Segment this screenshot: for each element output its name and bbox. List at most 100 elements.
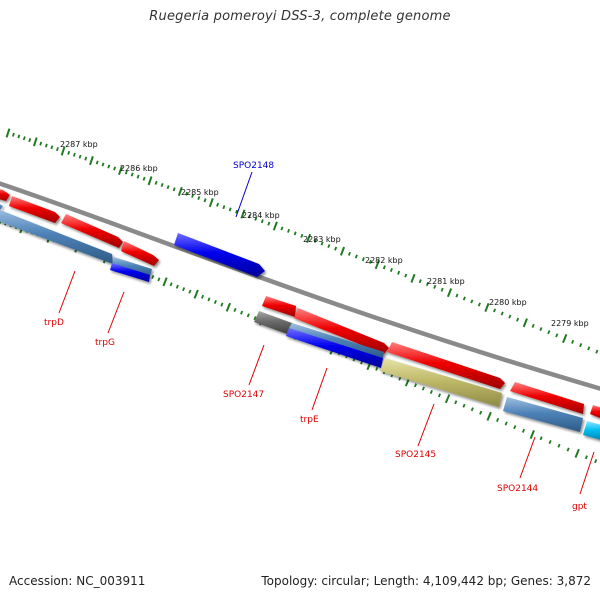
minor-tick — [413, 383, 418, 388]
connector-line — [579, 451, 595, 495]
minor-tick — [182, 287, 186, 292]
gene-feature-SPO2148[interactable] — [174, 233, 265, 277]
minor-tick — [233, 307, 237, 312]
gene-feature[interactable] — [294, 308, 389, 354]
minor-tick — [375, 366, 379, 371]
gene-label-gpt: gpt — [572, 502, 587, 512]
major-tick — [306, 233, 312, 243]
scale-label: 2281 kbp — [427, 277, 465, 286]
minor-tick — [22, 136, 26, 141]
gene-feature[interactable] — [61, 214, 123, 248]
minor-tick — [17, 134, 21, 139]
major-tick — [374, 260, 380, 270]
major-tick — [486, 411, 492, 421]
minor-tick — [172, 187, 176, 192]
minor-tick — [253, 316, 257, 321]
minor-tick — [175, 284, 179, 289]
gene-feature[interactable] — [262, 296, 296, 317]
gene-feature-SPO2147[interactable] — [254, 311, 292, 334]
gene-feature[interactable] — [9, 196, 60, 223]
minor-tick — [429, 389, 433, 394]
minor-tick — [477, 302, 481, 307]
minor-tick — [28, 138, 32, 143]
minor-tick — [101, 162, 105, 167]
minor-tick — [531, 323, 535, 328]
minor-tick — [67, 150, 71, 155]
minor-tick — [334, 246, 338, 251]
gene-feature[interactable] — [0, 208, 113, 264]
minor-tick — [437, 393, 442, 398]
gene-label-trpD: trpD — [44, 318, 64, 328]
major-tick — [562, 334, 568, 344]
gene-label-SPO2148: SPO2148 — [233, 161, 274, 171]
major-tick — [444, 394, 451, 404]
minor-tick — [39, 141, 43, 146]
minor-tick — [493, 308, 497, 313]
minor-tick — [157, 277, 161, 282]
minor-tick — [124, 170, 128, 175]
connector-line — [58, 270, 76, 314]
gene-feature-SPO2144[interactable] — [503, 397, 583, 432]
gene-label-trpG: trpG — [95, 338, 115, 348]
gene-feature[interactable] — [387, 342, 505, 389]
minor-tick — [548, 439, 552, 444]
major-tick — [529, 430, 535, 439]
major-tick — [272, 221, 278, 231]
scale-label: 2286 kbp — [120, 164, 158, 173]
gene-feature-trpG[interactable] — [112, 257, 152, 276]
minor-tick — [160, 183, 164, 187]
major-tick — [484, 302, 490, 312]
accession-text: Accession: NC_003911 — [9, 574, 146, 588]
gene-feature-trpE[interactable] — [289, 323, 384, 358]
minor-tick — [240, 310, 244, 315]
major-tick — [5, 128, 11, 138]
minor-tick — [136, 174, 140, 179]
minor-tick — [228, 207, 232, 212]
minor-tick — [191, 193, 195, 198]
minor-tick — [185, 191, 188, 196]
minor-tick — [479, 410, 483, 415]
major-tick — [118, 165, 123, 176]
minor-tick — [500, 311, 504, 316]
minor-tick — [579, 343, 583, 348]
minor-tick — [425, 281, 429, 287]
minor-tick — [418, 279, 422, 284]
connector-line — [107, 291, 125, 334]
gene-feature[interactable] — [0, 204, 3, 210]
gene-feature-trpG-blue[interactable] — [110, 263, 150, 282]
minor-tick — [280, 226, 284, 231]
gene-feature-gpt[interactable] — [583, 421, 600, 441]
gene-feature[interactable] — [510, 382, 584, 414]
minor-tick — [320, 241, 324, 246]
gene-feature-trpE-blue[interactable] — [286, 328, 383, 368]
minor-tick — [197, 196, 201, 201]
minor-tick — [247, 214, 251, 219]
minor-tick — [220, 302, 224, 307]
minor-tick — [169, 282, 173, 287]
minor-tick — [44, 143, 48, 148]
major-tick — [574, 448, 580, 458]
major-tick — [177, 186, 183, 197]
minor-tick — [595, 349, 599, 354]
gene-feature[interactable] — [121, 241, 159, 266]
scale-label: 2282 kbp — [365, 256, 403, 265]
minor-tick — [571, 339, 575, 344]
minor-tick — [404, 273, 408, 278]
major-tick — [32, 137, 38, 147]
gene-feature-SPO2145[interactable] — [380, 358, 502, 407]
scale-label: 2279 kbp — [551, 319, 589, 328]
minor-tick — [267, 221, 271, 226]
minor-tick — [389, 267, 393, 273]
minor-tick — [151, 274, 155, 280]
minor-tick — [368, 259, 372, 264]
page-title: Ruegeria pomeroyi DSS-3, complete genome — [149, 9, 451, 24]
minor-tick — [496, 417, 500, 422]
minor-tick — [513, 425, 517, 430]
minor-tick — [142, 176, 146, 181]
major-tick — [225, 302, 232, 312]
major-tick — [446, 288, 453, 298]
gene-feature[interactable] — [590, 405, 600, 420]
minor-tick — [216, 202, 220, 207]
gene-feature[interactable] — [0, 188, 10, 201]
